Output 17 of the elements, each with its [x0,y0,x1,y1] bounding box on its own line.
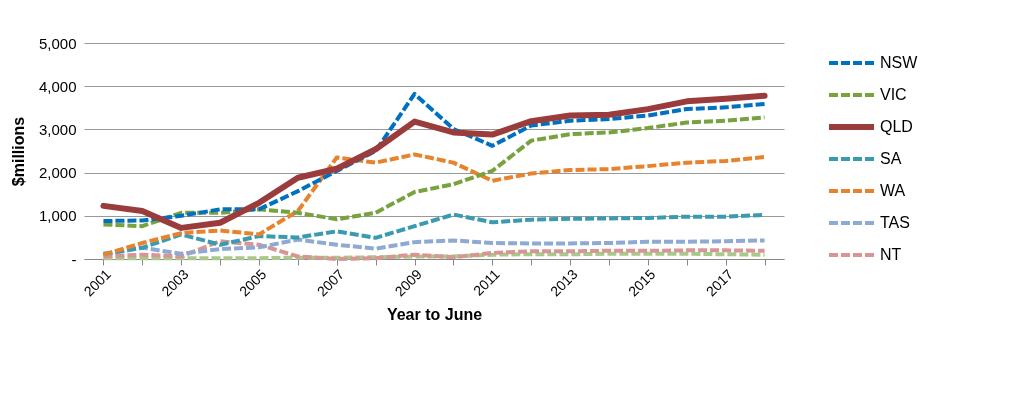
legend-label: QLD [880,118,913,135]
y-tick-label: - [71,250,77,268]
y-tick-label: 1,000 [38,207,77,225]
legend-label: WA [880,182,906,199]
legend-label: TAS [880,214,910,231]
line-series [101,115,767,229]
y-tick-label: 5,000 [38,34,77,52]
line-series [101,152,767,257]
x-axis-title: Year to June [386,306,483,324]
legend-label: NT [880,246,902,263]
legend-label: VIC [880,86,907,103]
y-tick-label: 2,000 [38,164,77,182]
y-tick-label: 3,000 [38,120,77,138]
legend-label: SA [880,150,902,167]
legend-label: NSW [880,54,919,71]
y-axis-title: $millions [9,116,27,187]
y-tick-label: 4,000 [38,77,77,95]
